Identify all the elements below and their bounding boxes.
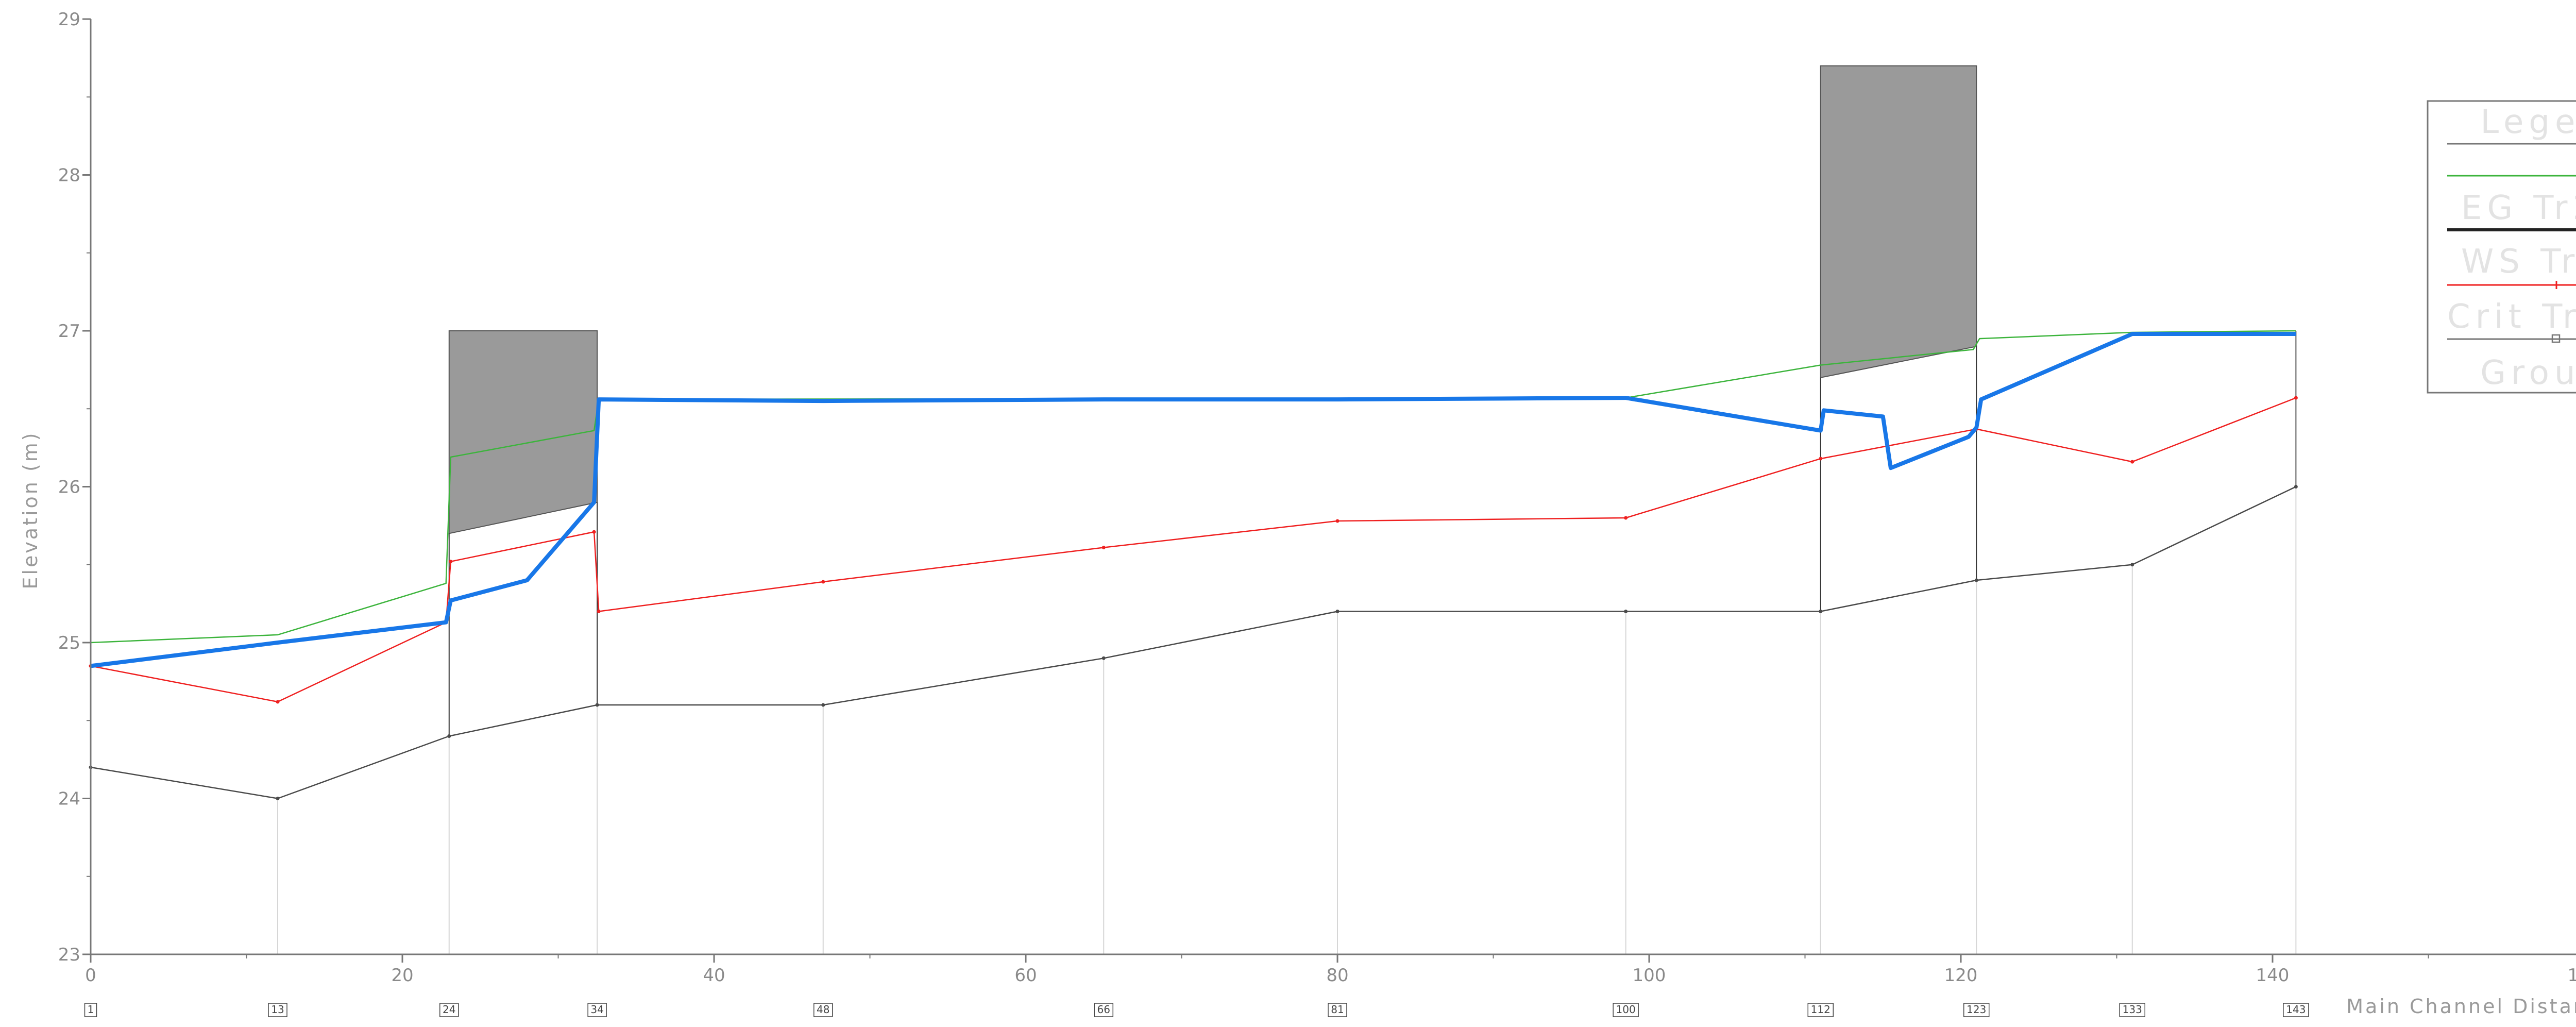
x-tick-label-120: 120 [1944, 965, 1978, 986]
cross-section-box-48 [814, 1003, 833, 1017]
series-line-crit-tr200 [90, 332, 2296, 668]
series-point-ground-6 [1335, 610, 1340, 613]
x-tick-label-40: 40 [703, 965, 725, 986]
cross-section-label-143: 143 [2286, 1003, 2306, 1016]
series-point-ws-tr200-6 [821, 580, 825, 584]
legend-title: Legend [2480, 103, 2576, 141]
cross-section-label-100: 100 [1616, 1003, 1636, 1016]
y-tick-label-25: 25 [58, 633, 80, 653]
series-line-ground [90, 486, 2296, 799]
legend-ground-marker [2551, 334, 2561, 343]
y-tick-label-27: 27 [58, 321, 80, 342]
series-point-ground-8 [1819, 610, 1823, 613]
series-point-ws-tr200-5 [597, 610, 601, 613]
series-point-ground-1 [276, 797, 280, 800]
legend: Legend EG Tr200 WS Tr200 Crit Tr200 Grou… [2427, 100, 2576, 394]
series-point-ground-2 [447, 734, 451, 738]
x-tick-label-160: 160 [2568, 965, 2576, 986]
x-tick-label-100: 100 [1633, 965, 1666, 986]
series-point-ground-7 [1624, 610, 1628, 613]
cross-section-label-81: 81 [1331, 1003, 1344, 1016]
series-point-ws-tr200-4 [592, 530, 596, 534]
series-point-ws-tr200-1 [276, 700, 280, 704]
legend-eg-label: EG Tr200 [2461, 189, 2576, 227]
axes [82, 18, 2576, 963]
y-tick-label-23: 23 [58, 945, 80, 965]
cross-section-box-13 [268, 1003, 287, 1017]
cross-section-label-133: 133 [2123, 1003, 2142, 1016]
cross-section-box-1 [84, 1003, 97, 1017]
cross-section-box-66 [1094, 1003, 1113, 1017]
cross-section-label-24: 24 [443, 1003, 455, 1016]
x-tick-label-60: 60 [1014, 965, 1037, 986]
cross-section-box-100 [1613, 1003, 1639, 1017]
gridlines [90, 486, 2297, 954]
y-axis-title: Elevation (m) [19, 431, 42, 589]
cross-section-label-13: 13 [271, 1003, 284, 1016]
cross-section-box-143 [2283, 1003, 2309, 1017]
x-tick-label-0: 0 [85, 965, 96, 986]
series-point-ground-11 [2294, 485, 2298, 489]
series-point-ws-tr200-7 [1101, 545, 1106, 549]
series-point-ws-tr200-8 [1335, 519, 1340, 523]
bridge-1-deck [448, 330, 598, 534]
series-lines [89, 330, 2298, 800]
cross-section-box-112 [1807, 1003, 1834, 1017]
x-tick-label-20: 20 [391, 965, 413, 986]
y-tick-label-26: 26 [58, 477, 80, 498]
cross-section-label-123: 123 [1967, 1003, 1986, 1016]
x-tick-labels: 0 20 40 60 80 100 120 140 160 [85, 965, 2576, 986]
series-point-ws-tr200-3 [449, 560, 453, 564]
series-point-ground-4 [821, 703, 825, 707]
cross-section-box-34 [587, 1003, 607, 1017]
y-tick-label-24: 24 [58, 789, 80, 810]
cross-section-label-34: 34 [590, 1003, 603, 1016]
legend-box [2427, 100, 2576, 394]
series-point-ground-5 [1101, 656, 1106, 660]
y-tick-label-29: 29 [58, 9, 80, 30]
cross-section-label-48: 48 [817, 1003, 829, 1016]
series-point-ws-tr200-13 [2294, 396, 2298, 400]
x-tick-label-140: 140 [2256, 965, 2290, 986]
cross-section-box-24 [439, 1003, 459, 1017]
series-point-ground-9 [1974, 578, 1978, 582]
cross-section-label-1: 1 [88, 1003, 94, 1016]
series-point-ws-tr200-12 [2130, 460, 2134, 464]
cross-section-label-112: 112 [1811, 1003, 1831, 1016]
series-point-ws-tr200-10 [1819, 457, 1823, 461]
bridge-2-deck [1820, 65, 1977, 378]
legend-ground-label: Ground [2480, 354, 2576, 392]
series-point-ground-10 [2130, 563, 2134, 567]
cross-section-box-133 [2119, 1003, 2145, 1017]
x-axis-title: Main Channel Distance (m) [2346, 995, 2576, 1018]
legend-crit-label: Crit Tr200 [2447, 298, 2576, 336]
series-line-eg-tr200 [90, 330, 2296, 644]
y-tick-label-28: 28 [58, 165, 80, 186]
structures [448, 65, 2297, 736]
series-point-ws-tr200-9 [1624, 516, 1628, 520]
cross-section-label-66: 66 [1097, 1003, 1110, 1016]
cross-section-box-81 [1328, 1003, 1347, 1017]
cross-section-labels: 1 13 24 34 48 66 81 100 112 123 133 143 [84, 1003, 2309, 1017]
legend-ws-label: WS Tr200 [2461, 243, 2576, 281]
x-tick-label-80: 80 [1326, 965, 1348, 986]
y-tick-labels: 23 24 25 26 27 28 29 [58, 9, 80, 965]
series-point-ground-3 [595, 703, 599, 707]
cross-section-box-123 [1963, 1003, 1990, 1017]
series-line-ws-tr200 [90, 397, 2296, 703]
